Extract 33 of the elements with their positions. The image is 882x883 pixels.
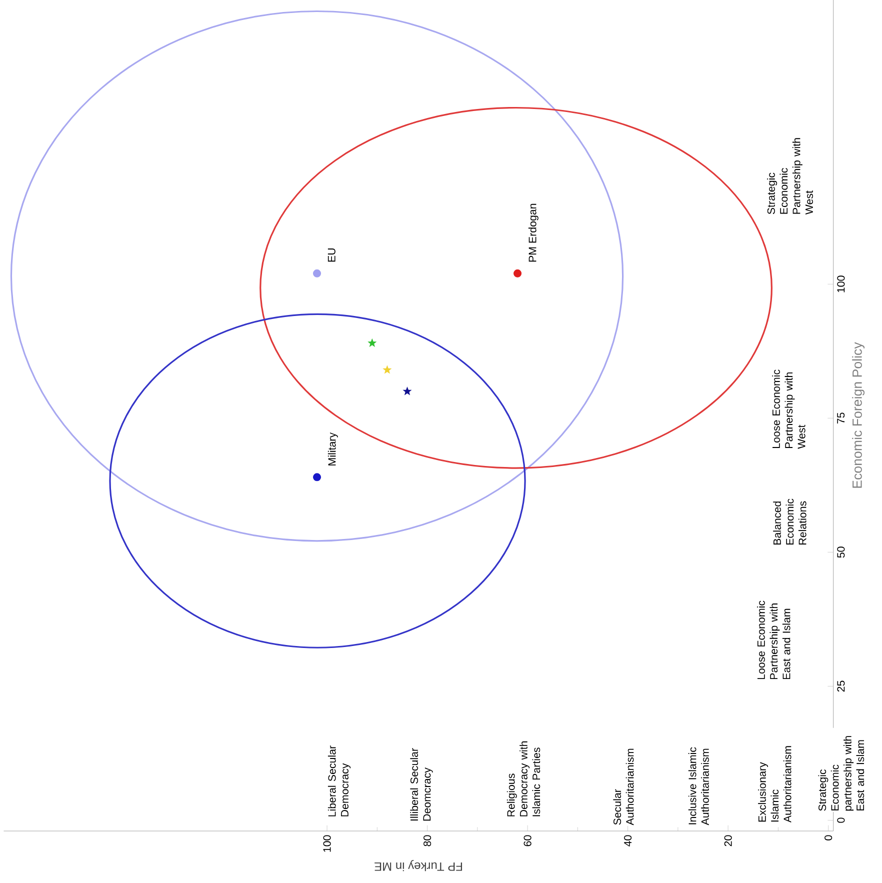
y-tick-label: 75 bbox=[837, 412, 845, 424]
x-tick-label: 100 bbox=[323, 835, 331, 852]
y-tick-label: 50 bbox=[837, 546, 845, 558]
annotation: Exclusionary Islamic Authoritarianism bbox=[758, 746, 792, 823]
x-tick-label: 0 bbox=[824, 835, 832, 840]
point bbox=[312, 473, 321, 482]
point bbox=[312, 269, 321, 278]
annotation: Religious Democracy with Islamic Parties bbox=[506, 741, 540, 816]
annotation: Loose Economic Partnership with West bbox=[772, 370, 806, 449]
point bbox=[368, 338, 376, 347]
annotation: Loose Economic Partnership with East and Islam bbox=[757, 600, 790, 680]
y-axis-title: Economic Foreign Policy bbox=[852, 342, 865, 488]
y-tick-label: 0 bbox=[837, 818, 845, 823]
x-tick-label: 80 bbox=[424, 835, 432, 846]
annotation: Illiberal Secular Deomcracy bbox=[410, 748, 433, 821]
point bbox=[383, 366, 392, 374]
text: Military bbox=[328, 432, 338, 466]
y-tick-label: 25 bbox=[837, 680, 845, 692]
annotation: Liberal Secular Democracy bbox=[328, 746, 351, 816]
point bbox=[403, 387, 412, 395]
y-tick-label: 100 bbox=[837, 276, 845, 292]
point bbox=[514, 269, 522, 278]
x-tick-label: 60 bbox=[524, 835, 532, 846]
x-tick-label: 40 bbox=[624, 835, 632, 846]
text: PM Erdogan bbox=[528, 204, 538, 262]
x-tick-label: 20 bbox=[724, 835, 732, 846]
x-axis-title: FP Turkey in ME bbox=[374, 860, 462, 872]
text: EU bbox=[328, 248, 336, 262]
annotation: Strategic Economic Partnership with West bbox=[767, 138, 813, 215]
annotation: Inclusive Islamic Authoritarianism bbox=[688, 747, 709, 826]
annotation: Secular Authoritarianism bbox=[613, 748, 634, 826]
annotation: Balanced Economic Relations bbox=[773, 498, 806, 544]
annotation: Strategic Economic partnership with East and Islam bbox=[818, 736, 864, 811]
